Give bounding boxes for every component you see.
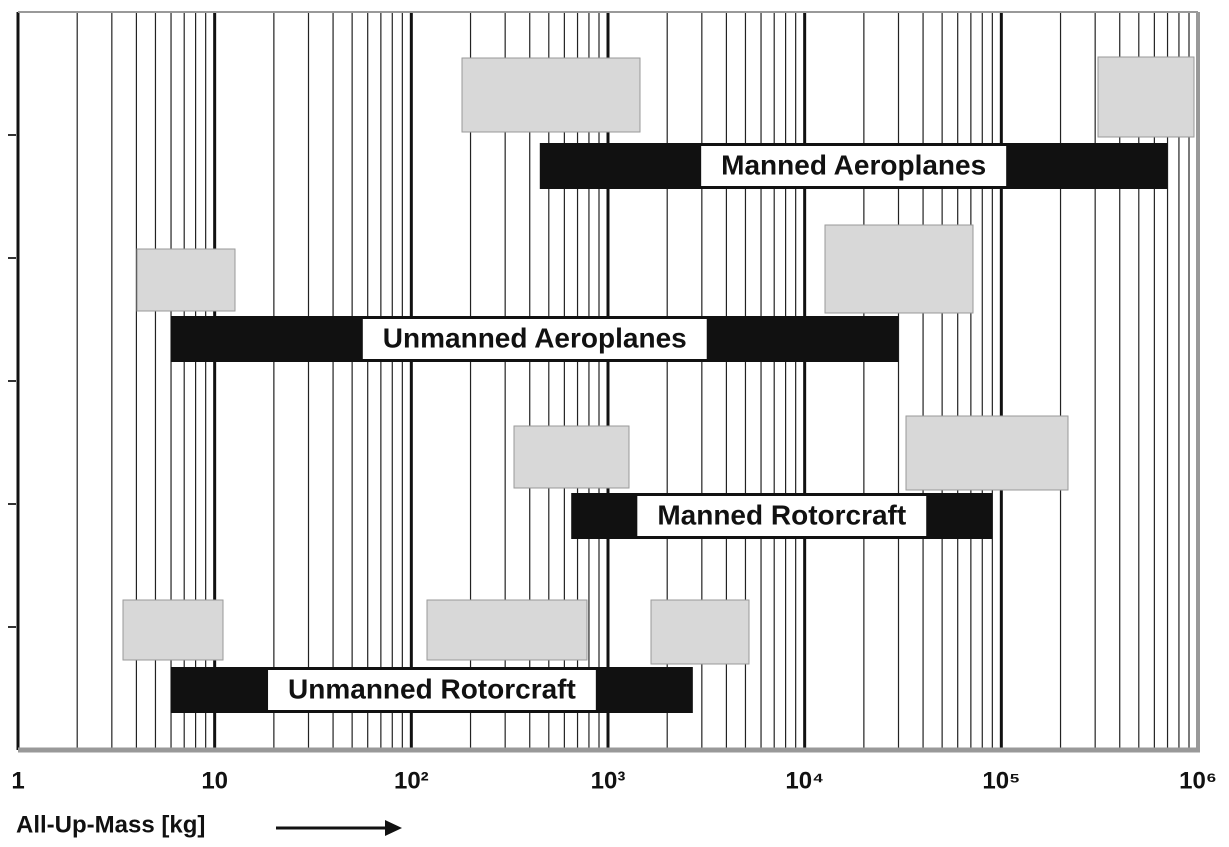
arrow bbox=[276, 820, 402, 836]
bar-label: Manned Rotorcraft bbox=[657, 499, 906, 530]
x-tick-label: 10 bbox=[201, 767, 228, 794]
photo bbox=[137, 249, 235, 311]
x-axis-title: All-Up-Mass [kg] bbox=[16, 811, 205, 838]
x-tick-label: 1 bbox=[11, 767, 24, 794]
photo bbox=[123, 600, 223, 660]
photo bbox=[427, 600, 587, 660]
x-tick-label: 10⁵ bbox=[982, 767, 1020, 794]
bar-label: Manned Aeroplanes bbox=[721, 149, 986, 180]
bar-label: Unmanned Rotorcraft bbox=[288, 673, 576, 704]
photo bbox=[1098, 57, 1194, 137]
page: {"chart_data": {"type": "range-bar", "x_… bbox=[0, 0, 1229, 847]
bar-label: Unmanned Aeroplanes bbox=[383, 322, 687, 353]
photo bbox=[825, 225, 973, 313]
photo bbox=[651, 600, 749, 664]
x-tick-label: 10⁴ bbox=[785, 767, 824, 794]
x-tick-label: 10² bbox=[394, 767, 429, 794]
x-tick-label: 10⁶ bbox=[1179, 767, 1217, 794]
y-axis-ticks bbox=[8, 135, 16, 627]
chart: Manned Aeroplanes Unmanned Aeroplanes Mann… bbox=[0, 0, 1229, 847]
photo bbox=[514, 426, 629, 488]
photo bbox=[906, 416, 1068, 490]
x-tick-label: 10³ bbox=[591, 767, 626, 794]
photo bbox=[462, 58, 640, 132]
